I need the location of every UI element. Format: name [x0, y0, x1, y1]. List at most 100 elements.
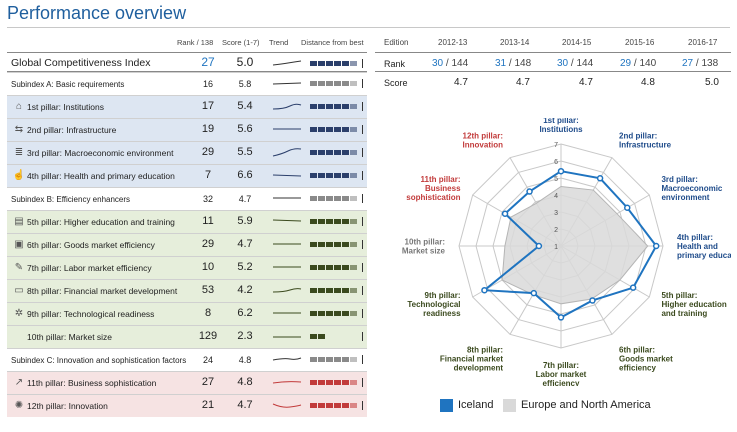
pillar-score: 2.3 [237, 330, 253, 342]
trend-sparkline [273, 266, 301, 268]
radar-tick-label: 3 [554, 210, 558, 217]
distance-segment [310, 81, 317, 86]
pillar-row-3[interactable]: ≣ 3rd pillar: Macroeconomic environment … [7, 141, 367, 164]
pillar-score: 4.7 [237, 238, 253, 250]
distance-bar [310, 355, 365, 364]
subindex-b-rank: 32 [202, 194, 213, 204]
pillar-row-7[interactable]: ✎ 7th pillar: Labor market efficiency 10… [7, 256, 367, 279]
radar-axis-label-line: Macroeconomic [661, 184, 722, 193]
distance-bar [310, 286, 365, 295]
edition-score: 4.7 [454, 77, 468, 88]
pillar-row-2[interactable]: ⇆ 2nd pillar: Infrastructure 19 5.6 [7, 118, 367, 141]
distance-segment [326, 150, 333, 155]
pillar-score: 5.6 [237, 123, 253, 135]
distance-segment [326, 173, 333, 178]
trend-sparkline [272, 82, 302, 85]
edition-table: Edition 2012-13 2013-14 2014-15 2015-16 … [375, 34, 731, 94]
macroeconomic-icon: ≣ [14, 147, 24, 158]
distance-segment [310, 127, 317, 132]
distance-segment [310, 357, 317, 362]
trend-sparkline [272, 381, 302, 384]
pillar-label: 11th pillar: Business sophistication [27, 378, 157, 388]
edition-score: 4.8 [641, 77, 655, 88]
radar-axis-label: 11th pillar: Business sophistication [406, 175, 461, 202]
distance-segment [326, 403, 333, 408]
pillar-table: Rank / 138 Score (1-7) Trend Distance fr… [7, 34, 367, 417]
distance-segment [326, 219, 333, 224]
pillar-rank: 19 [201, 123, 215, 135]
pillar-row-6[interactable]: ▣ 6th pillar: Goods market efficiency 29… [7, 233, 367, 256]
distance-segment [318, 81, 325, 86]
radar-axis-label-line: 8th pillar: [467, 345, 503, 354]
distance-bar [310, 148, 365, 157]
iceland-point [652, 242, 660, 250]
pillar-row-5[interactable]: ▤ 5th pillar: Higher education and train… [7, 210, 367, 233]
radar-tick-label: 7 [554, 142, 558, 149]
edition-score: 4.7 [516, 77, 530, 88]
subindex-b-row[interactable]: Subindex B: Efficiency enhancers 32 4.7 [7, 187, 367, 210]
pillar-row-9[interactable]: ✲ 9th pillar: Technological readiness 8 … [7, 302, 367, 325]
distance-bar [310, 378, 365, 387]
distance-segment [342, 357, 349, 362]
pillar-row-4[interactable]: ☝ 4th pillar: Health and primary educati… [7, 164, 367, 187]
distance-segment [310, 334, 317, 339]
trend-sparkline [272, 60, 302, 66]
distance-segment [318, 150, 325, 155]
trend-sparkline [272, 103, 302, 110]
distance-bar [310, 332, 365, 341]
subindex-a-score: 5.8 [238, 79, 252, 89]
distance-segment [350, 81, 357, 86]
legend-swatch-europe [503, 399, 516, 412]
edition-rank: 31 [495, 58, 507, 69]
pillar-row-8[interactable]: ▭ 8th pillar: Financial market developme… [7, 279, 367, 302]
edition-year: 2012-13 [438, 38, 468, 47]
pillar-rank: 129 [198, 330, 218, 342]
radar-axis-label: 9th pillar: Technological readiness [407, 291, 461, 318]
page-title: Performance overview [7, 3, 187, 23]
distance-segment [334, 288, 341, 293]
radar-axis-label-line: Market size [402, 247, 446, 256]
subindex-c-row[interactable]: Subindex C: Innovation and sophisticatio… [7, 348, 367, 371]
edition-year: 2013-14 [500, 38, 530, 47]
radar-axis-label-line: development [454, 363, 504, 372]
radar-axis-label-line: 7th pillar: [543, 361, 579, 370]
distance-bar [310, 125, 365, 134]
radar-axis-label: 7th pillar: Labor market efficiency [536, 361, 587, 386]
distance-segment [310, 403, 317, 408]
distance-segment [334, 380, 341, 385]
radar-chart: 1 2 3 4 5 6 7 1st pillar: Institutions 2nd pillar… [375, 116, 737, 388]
pillar-score: 4.2 [237, 284, 253, 296]
distance-segment [334, 196, 341, 201]
distance-segment [310, 380, 317, 385]
distance-segment [318, 380, 325, 385]
gci-score: 5.0 [236, 55, 254, 69]
distance-segment [342, 173, 349, 178]
distance-segment [334, 104, 341, 109]
edition-rank: 30 [432, 58, 444, 69]
subindex-a-row[interactable]: Subindex A: Basic requirements 16 5.8 [7, 72, 367, 95]
distance-segment [342, 311, 349, 316]
trend-sparkline [273, 128, 301, 130]
distance-segment [350, 173, 357, 178]
radar-axis-label-line: environment [661, 193, 709, 202]
trend-sparkline [272, 219, 302, 222]
distance-bar [310, 194, 365, 203]
radar-axis-label-line: primary education [677, 251, 731, 260]
pillar-rank: 29 [201, 238, 215, 250]
pillar-label: 1st pillar: Institutions [27, 102, 105, 112]
distance-segment [318, 127, 325, 132]
radar-axis-label: 2nd pillar: Infrastructure [619, 132, 672, 150]
pillar-label: 12th pillar: Innovation [27, 401, 108, 411]
radar-axis-label: 8th pillar: Financial market development [440, 345, 503, 372]
distance-bar [310, 263, 365, 272]
pillar-label: 5th pillar: Higher education and trainin… [27, 217, 175, 227]
pillar-row-11[interactable]: ↗ 11th pillar: Business sophistication 2… [7, 371, 367, 394]
pillar-row-10[interactable]: 10th pillar: Market size 129 2.3 [7, 325, 367, 348]
distance-segment [318, 265, 325, 270]
distance-segment [342, 196, 349, 201]
gci-row[interactable]: Global Competitiveness Index 27 5.0 [7, 52, 367, 72]
pillar-row-1[interactable]: ⌂ 1st pillar: Institutions 17 5.4 [7, 95, 367, 118]
pillar-row-12[interactable]: ✺ 12th pillar: Innovation 21 4.7 [7, 394, 367, 417]
radar-axis-label: 6th pillar: Goods market efficiency [619, 345, 673, 372]
